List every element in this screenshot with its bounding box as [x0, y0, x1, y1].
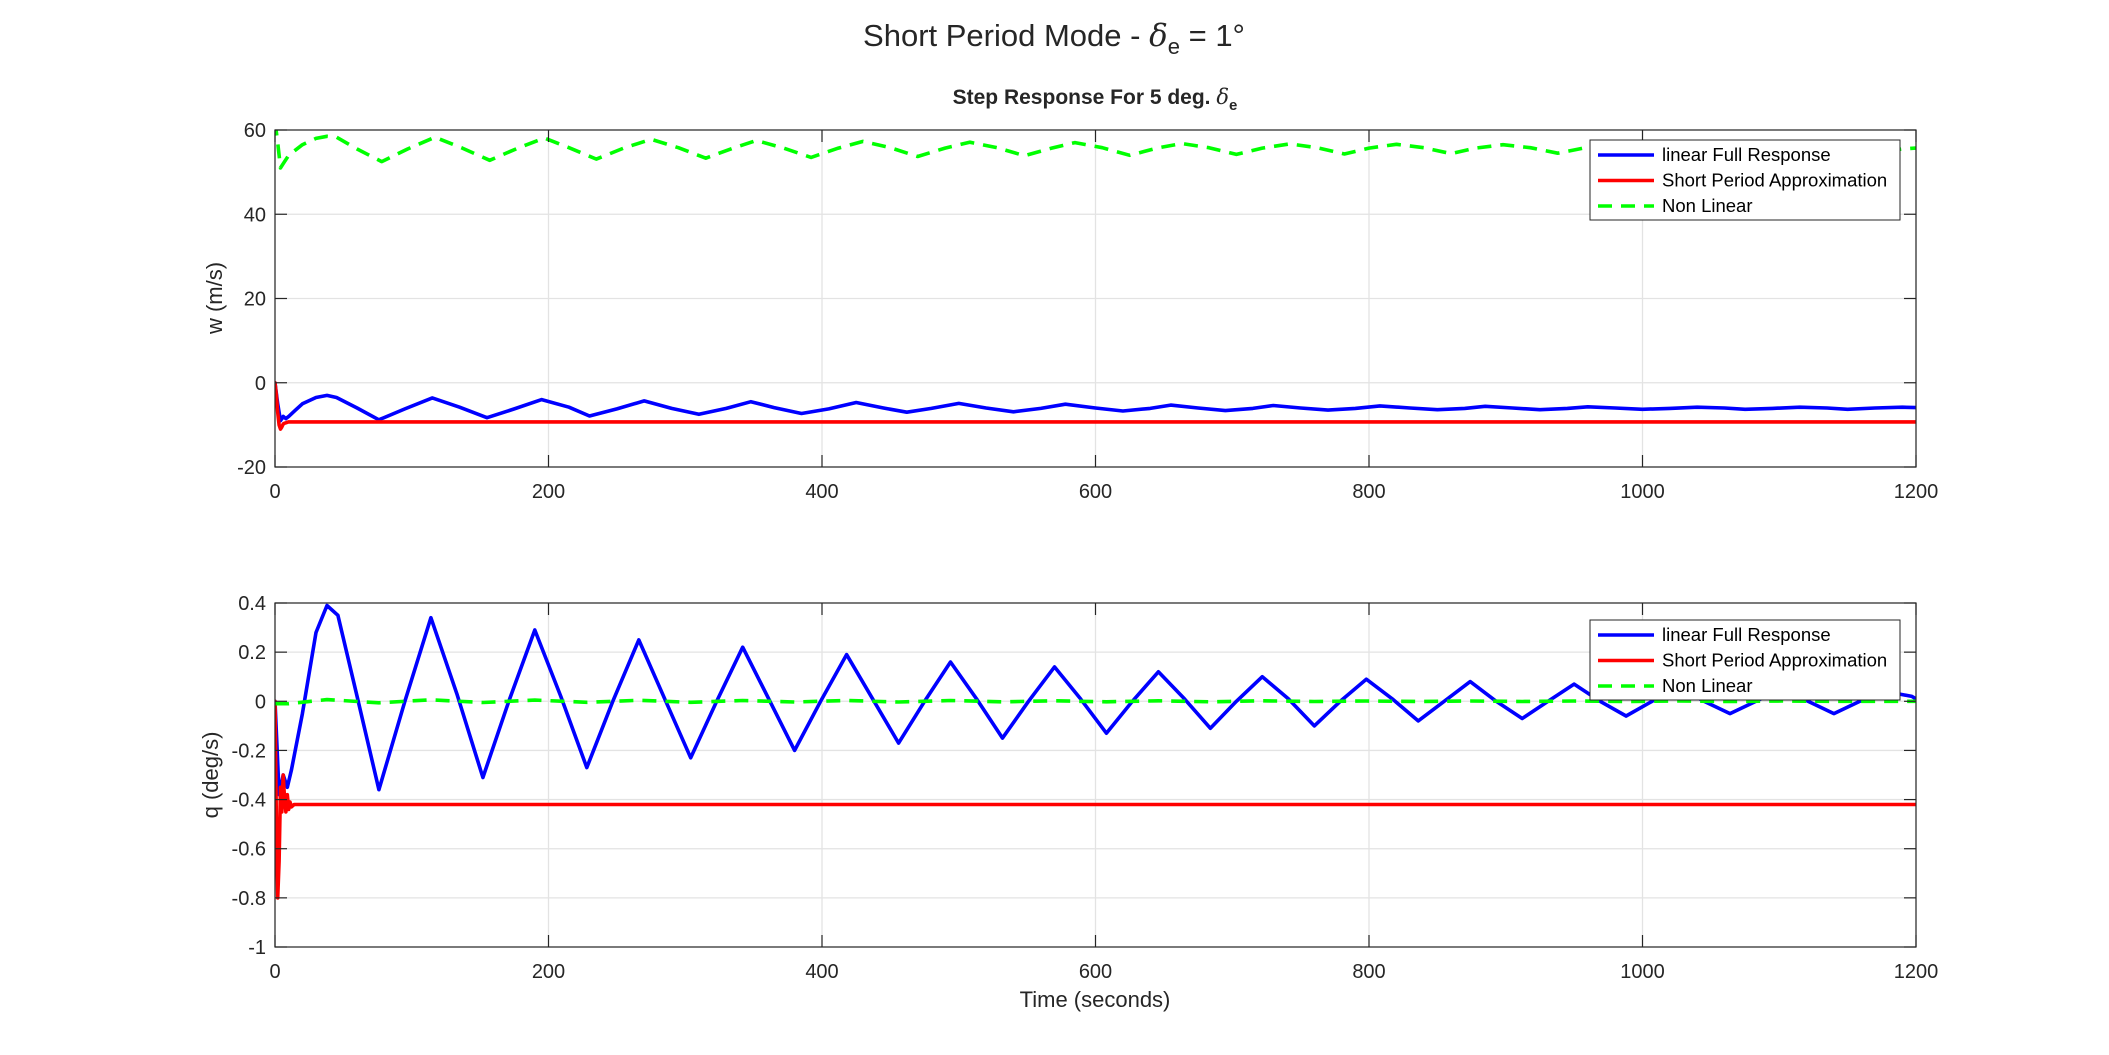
w-ylabel: w (m/s) [202, 262, 227, 335]
w-y-tick-label: 60 [244, 120, 266, 142]
q-axes: 0 200 400 600 800 1000 1200 -1 -0.8 -0.6 -0.4 -0.2 0… [198, 593, 1938, 1012]
w-y-tick-label: 0 [255, 373, 266, 395]
w-legend-label-2: Short Period Approximation [1662, 170, 1887, 191]
q-y-tick-label: -0.2 [232, 740, 266, 762]
q-series-3-line [275, 697, 1916, 706]
q-y-tick-label: 0.4 [238, 593, 266, 615]
q-xlabel: Time (seconds) [1020, 987, 1171, 1012]
w-series-1-line [275, 381, 1916, 423]
q-y-tick-label: 0.2 [238, 642, 266, 664]
w-y-tick-label: -20 [237, 457, 266, 479]
w-y-tick-label: 20 [244, 289, 266, 311]
q-x-tick-label: 600 [1079, 961, 1112, 983]
q-legend: linear Full Response Short Period Approxi… [1589, 619, 1901, 701]
q-x-tick-label: 1000 [1620, 961, 1665, 983]
w-series [275, 130, 1916, 431]
w-axes-title: Step Response For 5 deg. δe [953, 85, 1238, 114]
q-x-tick-label: 400 [805, 961, 838, 983]
w-legend-label-3: Non Linear [1662, 195, 1753, 216]
q-y-tick-label: 0 [255, 691, 266, 713]
w-legend-label-1: linear Full Response [1662, 144, 1831, 165]
q-ylabel: q (deg/s) [198, 732, 223, 819]
q-x-tick-label: 1200 [1894, 961, 1939, 983]
q-x-tick-label: 800 [1352, 961, 1385, 983]
w-x-tick-label: 400 [805, 481, 838, 503]
q-y-tick-label: -0.6 [232, 839, 266, 861]
w-y-tick-label: 40 [244, 204, 266, 226]
w-x-tick-label: 800 [1352, 481, 1385, 503]
q-series-1-line [275, 603, 1916, 797]
figure-title: Short Period Mode - δe = 1° [863, 18, 1245, 59]
w-x-tick-label: 1000 [1620, 481, 1665, 503]
w-x-tick-label: 600 [1079, 481, 1112, 503]
w-series-2-line [275, 381, 1916, 431]
w-x-tick-label: 1200 [1894, 481, 1939, 503]
q-ticks: 0 200 400 600 800 1000 1200 -1 -0.8 -0.6 -0.4 -0.2 0… [232, 593, 1939, 983]
w-x-tick-label: 0 [269, 481, 280, 503]
w-legend: linear Full Response Short Period Approxi… [1589, 139, 1901, 221]
q-legend-label-3: Non Linear [1662, 675, 1753, 696]
q-x-tick-label: 0 [269, 961, 280, 983]
q-y-tick-label: -0.4 [232, 790, 266, 812]
q-y-tick-label: -0.8 [232, 888, 266, 910]
q-legend-label-1: linear Full Response [1662, 624, 1831, 645]
q-x-tick-label: 200 [532, 961, 565, 983]
q-legend-label-2: Short Period Approximation [1662, 650, 1887, 671]
w-x-tick-label: 200 [532, 481, 565, 503]
q-y-tick-label: -1 [248, 937, 266, 959]
